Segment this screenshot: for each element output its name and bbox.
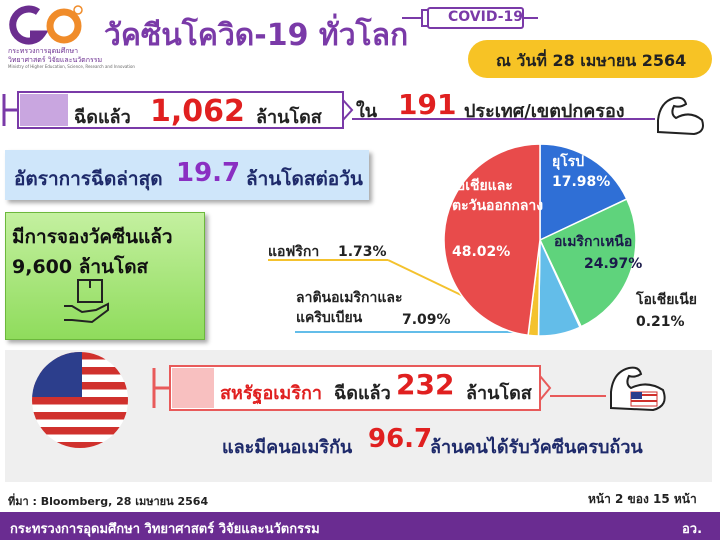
pie-value-label: 17.98% xyxy=(552,174,611,190)
usa-arm-icon xyxy=(610,366,666,412)
reserved-box xyxy=(5,212,205,340)
countries-unit: ประเทศ/เขตปกครอง xyxy=(464,101,625,122)
usa-country: สหรัฐอเมริกา xyxy=(220,383,322,404)
arm-icon xyxy=(657,96,704,136)
doses-syringe xyxy=(2,91,655,129)
usa-line2-prefix: และมีคนอเมริกัน xyxy=(222,437,353,458)
countries-prefix: ใน xyxy=(356,101,378,122)
date-box xyxy=(468,40,712,78)
source: ที่มา : Bloomberg, 28 เมษายน 2564 xyxy=(8,495,209,508)
pie-slice xyxy=(443,143,541,337)
doses-unit: ล้านโดส xyxy=(256,107,322,128)
reserved-line1: มีการจองวัคซีนแล้ว xyxy=(12,226,173,248)
usa-prefix: ฉีดแล้ว xyxy=(334,383,391,404)
date: ณ วันที่ 28 เมษายน 2564 xyxy=(496,51,687,70)
pie-category-label: ยุโรป xyxy=(552,154,585,170)
pie-category-label: อเมริกาเหนือ xyxy=(554,234,633,250)
usa-syringe xyxy=(152,365,606,411)
countries-number: 191 xyxy=(398,88,457,121)
pie-category-label: โอเชียเนีย xyxy=(636,292,697,308)
usa-line2-number: 96.7 xyxy=(368,424,433,454)
pie-category-label: ลาตินอเมริกาและแคริบเบียน xyxy=(296,290,403,326)
pie-value-label: 48.02% xyxy=(452,244,511,260)
usa-line2-unit: ล้านคนได้รับวัคซีนครบถ้วน xyxy=(430,437,643,458)
org-line2: วิทยาศาสตร์ วิจัยและนวัตกรรม xyxy=(8,56,103,64)
rate-prefix: อัตราการฉีดล่าสุด xyxy=(14,168,163,190)
pie-slice xyxy=(539,143,628,242)
pie-value-label: 0.21% xyxy=(636,314,685,330)
pie-category-label: เอเชียและตะวันออกกลาง xyxy=(452,178,544,214)
footer-bar xyxy=(0,512,720,540)
syringe-label: COVID-19 xyxy=(448,9,524,25)
rate-box xyxy=(5,150,369,200)
usa-unit: ล้านโดส xyxy=(466,383,532,404)
rate-unit: ล้านโดสต่อวัน xyxy=(246,168,363,190)
footer-ministry: กระทรวงการอุดมศึกษา วิทยาศาสตร์ วิจัยและ… xyxy=(10,522,320,537)
page-number: หน้า 2 ของ 15 หน้า xyxy=(588,492,697,506)
pie-category-label: แอฟริกา xyxy=(268,244,320,260)
reserve-icon xyxy=(64,279,109,324)
us-flag xyxy=(32,352,128,448)
title: วัคซีนโควิด-19 ทั่วโลก xyxy=(104,18,409,53)
reserved-line2: 9,600 ล้านโดส xyxy=(12,256,149,278)
pie-slice xyxy=(539,198,637,328)
pie-value-label: 1.73% xyxy=(338,244,387,260)
rate-number: 19.7 xyxy=(176,158,241,188)
doses-number: 1,062 xyxy=(150,94,245,129)
pie-value-label: 24.97% xyxy=(584,256,643,272)
doses-prefix: ฉีดแล้ว xyxy=(74,107,131,128)
org-en: Ministry of Higher Education, Science, R… xyxy=(8,64,135,69)
pie-value-label: 7.09% xyxy=(402,312,451,328)
usa-number: 232 xyxy=(396,368,455,401)
footer-abbr: อว. xyxy=(682,522,703,537)
org-line1: กระทรวงการอุดมศึกษา xyxy=(8,47,78,55)
syringe-icon xyxy=(402,7,538,29)
logo xyxy=(9,5,83,45)
